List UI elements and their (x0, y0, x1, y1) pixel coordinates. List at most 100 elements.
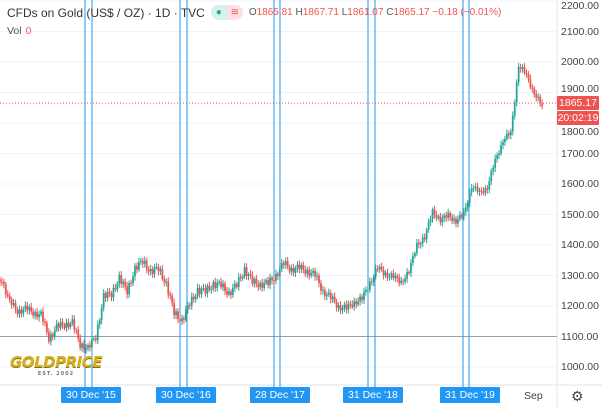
candle-body (124, 281, 127, 287)
candle-body (22, 308, 25, 314)
candle-body (106, 292, 109, 299)
candle-body (92, 338, 95, 340)
candle-body (370, 281, 373, 283)
candle-body (459, 215, 461, 220)
candle-body (59, 322, 62, 328)
candle-body (523, 67, 526, 73)
gear-icon[interactable]: ⚙ (571, 388, 584, 404)
candle-body (149, 269, 152, 272)
candle-body (179, 319, 181, 322)
candle-body (372, 276, 375, 282)
candle-body (173, 303, 176, 316)
candle-body (378, 266, 381, 270)
candle-body (388, 276, 391, 278)
candle-body (261, 282, 264, 288)
candle-body (161, 269, 164, 279)
candle-body (226, 290, 228, 295)
candle-body (284, 261, 287, 265)
candle-body (367, 289, 369, 291)
candle-body (51, 334, 54, 337)
candle-body (167, 281, 170, 295)
candle-body (398, 277, 401, 284)
candle-body (175, 311, 177, 316)
time-label-sep: Sep (524, 390, 543, 402)
candle-body (363, 291, 365, 301)
symbol-title[interactable]: CFDs on Gold (US$ / OZ) · 1D · TVC (7, 5, 205, 20)
candle-body (382, 269, 385, 276)
candle-body (57, 323, 60, 328)
candle-body (194, 296, 197, 300)
candle-body (502, 141, 504, 145)
candle-body (457, 219, 459, 224)
candle-body (79, 338, 82, 348)
candle-body (55, 323, 58, 331)
countdown-tag: 20:02:19 (557, 111, 599, 125)
candle-body (404, 278, 407, 282)
candle-body (402, 280, 405, 282)
candle-body (329, 292, 332, 300)
candle-body (482, 191, 485, 193)
candle-body (290, 267, 293, 272)
candle-body (126, 286, 129, 295)
date-marker-label[interactable]: 31 Dec '18 (343, 387, 403, 403)
candle-body (42, 311, 44, 322)
y-tick-label: 1900.00 (561, 83, 599, 95)
candle-body (228, 291, 230, 295)
date-marker-label[interactable]: 30 Dec '16 (156, 387, 216, 403)
candle-body (400, 280, 403, 284)
candle-body (453, 218, 455, 221)
candle-body (202, 288, 205, 290)
candle-body (20, 309, 23, 314)
candle-body (421, 237, 424, 244)
candle-body (85, 348, 87, 350)
date-marker-label[interactable]: 30 Dec '15 (61, 387, 121, 403)
candle-body (343, 304, 346, 308)
candle-body (494, 158, 497, 168)
candle-body (75, 329, 78, 331)
candle-body (337, 305, 340, 308)
candle-body (357, 301, 360, 305)
candle-body (114, 287, 117, 290)
candle-body (345, 304, 348, 310)
date-marker-label[interactable]: 28 Dec '17 (250, 387, 310, 403)
y-tick-label: 1700.00 (561, 147, 599, 160)
candle-body (488, 181, 491, 190)
candle-body (437, 216, 440, 219)
date-marker-label[interactable]: 31 Dec '19 (440, 387, 500, 403)
candle-body (151, 269, 154, 275)
y-tick-label: 2100.00 (561, 25, 599, 38)
candle-body (492, 167, 495, 172)
candle-body (361, 296, 363, 301)
candle-body (280, 262, 283, 269)
candle-body (188, 305, 191, 307)
candle-body (98, 320, 101, 325)
candle-body (65, 322, 68, 328)
candle-body (531, 87, 534, 89)
candle-body (278, 268, 281, 277)
candle-body (237, 277, 240, 288)
candle-body (190, 296, 193, 306)
candle-body (69, 323, 72, 328)
candle-body (386, 272, 389, 278)
candle-body (30, 306, 33, 312)
candle-body (455, 218, 457, 224)
candle-body (73, 319, 76, 330)
candle-body (433, 209, 436, 215)
candle-body (476, 186, 479, 192)
candle-body (257, 284, 260, 288)
candle-body (253, 278, 256, 284)
candle-body (406, 272, 408, 279)
market-open-icon: ● (210, 5, 227, 20)
candle-body (443, 215, 446, 219)
candle-body (100, 307, 103, 321)
candle-body (478, 190, 481, 192)
delayed-data-icon: ≋ (226, 5, 243, 20)
candle-body (318, 275, 320, 284)
candle-body (241, 276, 244, 279)
candle-body (351, 304, 354, 307)
candle-body (541, 103, 544, 107)
candle-body (310, 273, 313, 276)
candle-body (466, 202, 469, 208)
candle-body (286, 261, 289, 267)
